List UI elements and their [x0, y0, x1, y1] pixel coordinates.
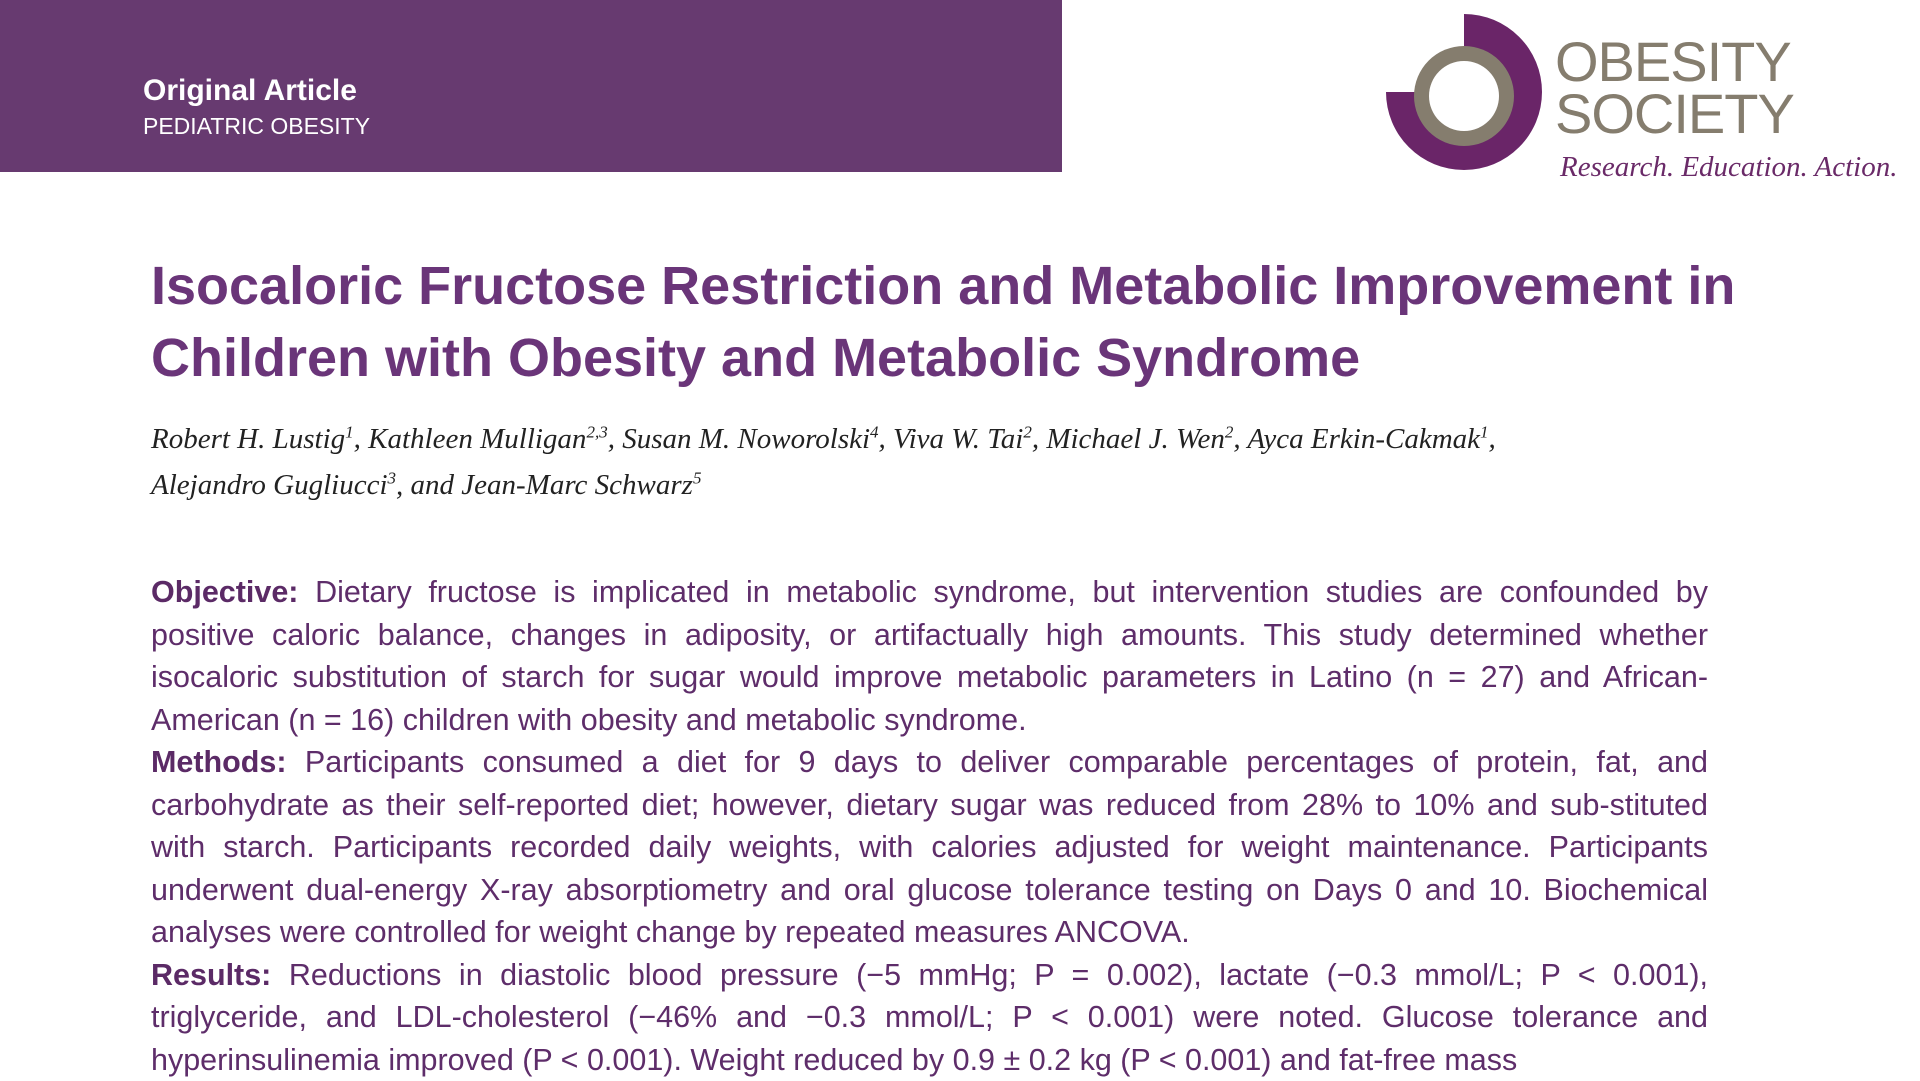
article-title: Isocaloric Fructose Restriction and Meta… — [151, 250, 1851, 394]
obesity-society-logo: OBESITY SOCIETY Research. Education. Act… — [1380, 8, 1920, 188]
abstract: Objective: Dietary fructose is implicate… — [151, 571, 1708, 1081]
author: Ayca Erkin-Cakmak1 — [1247, 423, 1488, 455]
author: Viva W. Tai2 — [893, 423, 1032, 455]
logo-word-society: SOCIETY — [1555, 86, 1794, 142]
article-type: Original Article — [143, 74, 357, 108]
author: Susan M. Noworolski4 — [622, 423, 878, 455]
author: Robert H. Lustig1 — [151, 423, 354, 455]
logo-tagline: Research. Education. Action. — [1560, 151, 1897, 184]
author: Kathleen Mulligan2,3 — [368, 423, 608, 455]
abstract-methods: Methods: Participants consumed a diet fo… — [151, 741, 1708, 954]
logo-ring-icon — [1380, 8, 1550, 178]
article-type-banner: Original Article PEDIATRIC OBESITY — [0, 0, 1062, 172]
author: Alejandro Gugliucci3 — [151, 469, 396, 501]
author: and Jean-Marc Schwarz5 — [411, 469, 702, 501]
author-list: Robert H. Lustig1, Kathleen Mulligan2,3,… — [151, 412, 1791, 505]
article-section: PEDIATRIC OBESITY — [143, 113, 370, 140]
abstract-results: Results: Reductions in diastolic blood p… — [151, 954, 1708, 1081]
author: Michael J. Wen2 — [1046, 423, 1233, 455]
abstract-objective: Objective: Dietary fructose is implicate… — [151, 571, 1708, 741]
